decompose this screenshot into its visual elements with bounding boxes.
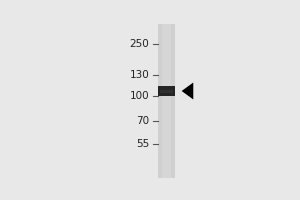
Polygon shape	[182, 83, 193, 99]
Text: 130: 130	[129, 70, 149, 80]
Text: 250: 250	[129, 39, 149, 49]
Bar	[158, 24, 175, 178]
Bar	[162, 24, 171, 178]
Bar	[160, 90, 173, 93]
Bar	[158, 86, 175, 96]
Text: 70: 70	[136, 116, 149, 126]
Text: 55: 55	[136, 139, 149, 149]
Text: 100: 100	[130, 91, 149, 101]
